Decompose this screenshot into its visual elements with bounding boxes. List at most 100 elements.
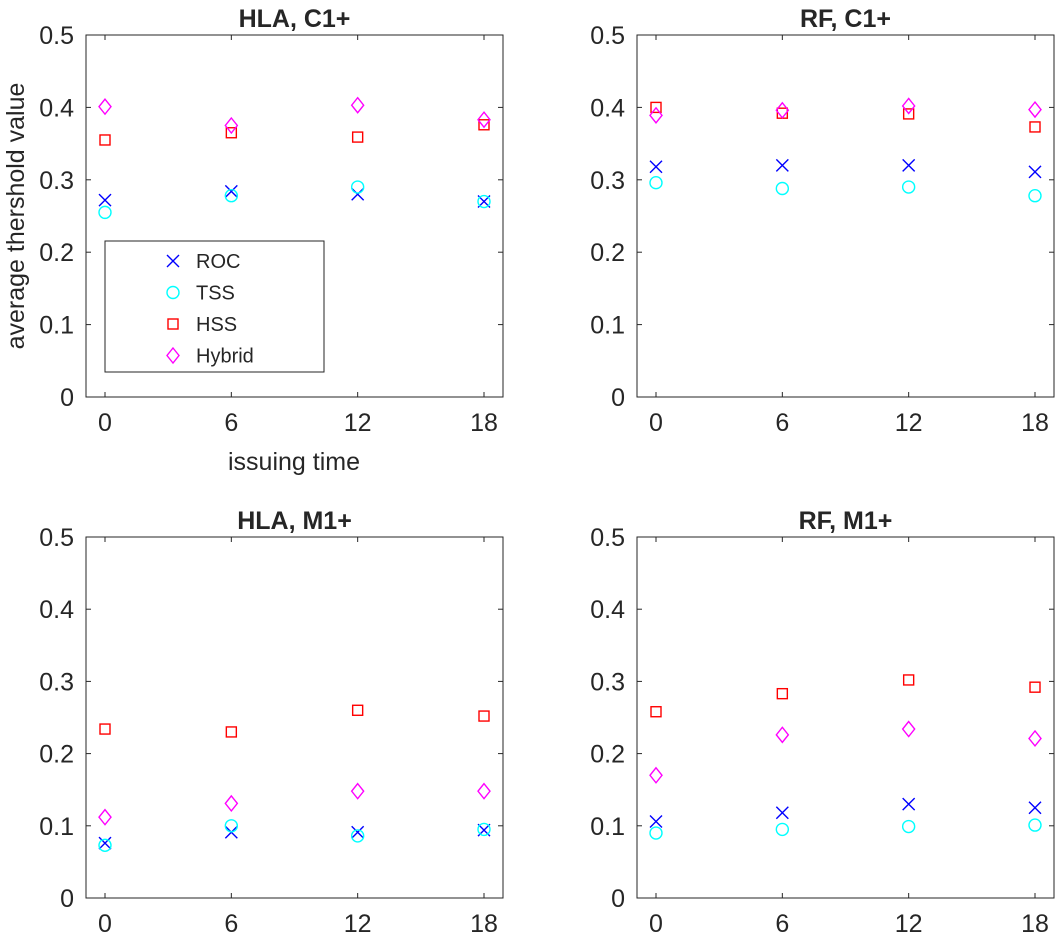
data-point-hss [1029,681,1041,693]
x-tick-label: 18 [1021,910,1049,936]
y-tick-label: 0.3 [590,668,625,696]
data-point-roc [1028,801,1042,815]
data-point-hybrid [901,97,916,115]
y-tick-label: 0.4 [590,94,625,122]
data-point-tss [224,819,239,833]
y-tick-label: 0.1 [39,312,74,340]
panel-3: HLA, M1+ 0 0.1 0.2 0.3 0.4 0.5 0 6 12 18 [39,507,504,936]
data-point-hss [902,108,915,120]
x-tick-label: 6 [224,409,238,437]
x-tick-label: 12 [895,910,923,936]
legend-label-roc: ROC [196,251,240,273]
series-roc [649,797,1042,828]
y-tick-label: 0.4 [590,596,625,624]
data-point-roc [351,825,365,839]
data-point-hss [776,687,789,700]
y-tick-label: 0.5 [39,22,74,50]
data-point-hss [351,131,364,143]
legend-marker-roc [166,254,180,268]
y-tick-label: 0.3 [39,668,74,696]
data-point-hybrid [775,726,790,744]
chart-title: HLA, M1+ [237,507,352,535]
axes-box [636,34,1055,398]
data-point-tss [224,189,239,203]
data-point-tss [775,181,790,196]
data-point-hybrid [775,101,790,119]
data-point-tss [649,175,663,190]
y-tick-label: 0 [60,384,74,412]
legend-marker-hybrid [166,346,180,365]
data-point-hss [650,101,662,114]
data-point-roc [902,158,916,172]
data-point-tss [98,838,112,852]
y-tick-label: 0.2 [39,239,74,267]
y-axis-label: average thershold value [2,83,30,350]
data-point-tss [1028,189,1042,203]
x-tick-label: 6 [775,409,789,437]
chart-title: RF, C1+ [800,5,891,33]
series-hss [99,119,490,146]
legend-label-hss: HSS [196,314,237,336]
series-hybrid [98,782,491,826]
data-point-hybrid [98,98,112,116]
data-point-roc [1028,165,1042,179]
data-point-hybrid [350,96,365,114]
x-tick-label: 0 [98,409,112,437]
data-point-hss [225,726,238,738]
data-point-hss [225,127,238,139]
series-hss [99,704,490,738]
data-point-roc [649,160,663,174]
y-tick-label: 0.1 [590,813,625,841]
panel-2: RF, C1+ 0 0.1 0.2 0.3 0.4 0.5 0 6 12 18 [590,5,1055,437]
data-point-hss [478,710,490,722]
data-point-hybrid [649,766,663,784]
data-point-tss [477,194,491,209]
x-tick-label: 6 [224,910,238,936]
y-tick-label: 0.2 [590,239,625,267]
x-tick-label: 0 [649,910,663,936]
data-point-hybrid [224,794,239,813]
y-tick-label: 0.3 [590,167,625,195]
axes-box [85,536,504,899]
data-point-tss [901,819,916,834]
y-tick-label: 0.2 [590,741,625,769]
series-hss [650,674,1041,718]
data-point-roc [351,187,365,201]
data-point-hss [902,674,915,686]
x-axis-label: issuing time [228,448,360,476]
data-point-hss [478,119,490,131]
x-tick-label: 12 [895,409,923,437]
y-tick-label: 0.2 [39,741,74,769]
y-tick-label: 0 [60,885,74,913]
x-tick-label: 18 [1021,409,1049,437]
x-tick-label: 12 [344,409,372,437]
data-point-tss [477,822,491,837]
x-tick-label: 18 [470,409,498,437]
y-tick-label: 0.5 [590,524,625,552]
panels-group: HLA, C1+ 0 0.1 0.2 0.3 0.4 0.5 0 6 12 18 RF, C1+ 0 0.… [39,5,1055,936]
series-roc [649,158,1042,179]
y-tick-label: 0.3 [39,167,74,195]
y-tick-label: 0.1 [590,312,625,340]
legend-label-hybrid: Hybrid [196,346,254,368]
chart-title: HLA, C1+ [239,5,351,33]
series-hybrid [649,720,1042,784]
series-tss [98,819,491,852]
data-point-hss [351,704,364,716]
x-tick-label: 0 [98,910,112,936]
data-point-hybrid [477,111,491,129]
series-tss [649,818,1042,840]
legend: ROC TSS HSS Hybrid [104,240,325,373]
data-point-roc [98,836,112,850]
y-tick-label: 0.5 [39,524,74,552]
y-tick-label: 0.5 [590,22,625,50]
y-tick-label: 0.4 [39,596,74,624]
data-point-roc [224,184,238,198]
axes-box [636,536,1055,899]
data-point-roc [649,814,663,828]
legend-label-tss: TSS [196,283,235,305]
data-point-hybrid [901,720,916,738]
y-tick-label: 0 [611,885,625,913]
legend-marker-hss [167,318,179,330]
chart-title: RF, M1+ [799,507,893,535]
